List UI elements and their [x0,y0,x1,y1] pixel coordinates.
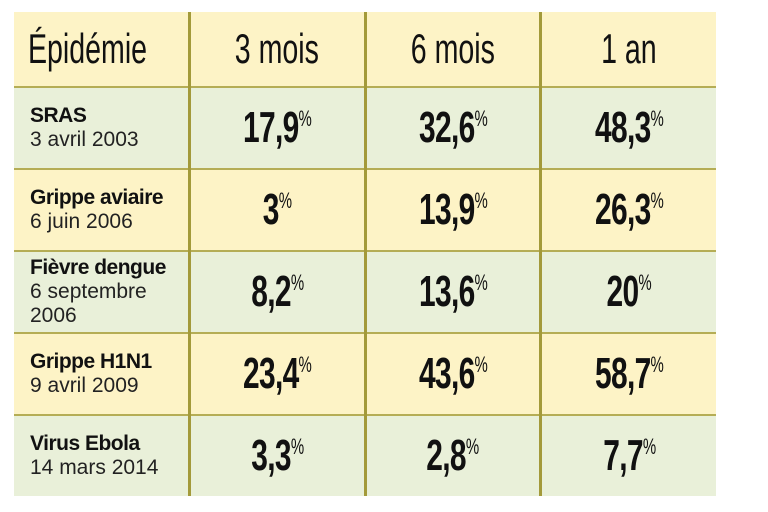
row: Grippe H1N1 9 avril 2009 23,4% 43,6% 58,7% [14,332,716,416]
label-cell: Grippe H1N1 9 avril 2009 [14,332,191,416]
value-cell: 8,2% [188,250,367,334]
value-number: 17,9 [243,103,299,152]
row: Grippe aviaire 6 juin 2006 3% 13,9% 26,3% [14,168,716,252]
value: 23,4% [243,349,312,399]
value-number: 32,6 [418,103,475,152]
header-cell: Épidémie [14,12,191,88]
value-unit: % [474,188,487,213]
value-number: 48,3 [594,103,651,152]
value-cell: 3,3% [188,414,367,496]
value-cell: 32,6% [363,86,542,170]
value: 17,9% [243,103,312,153]
value-number: 13,6 [418,267,475,316]
value: 2,8% [426,431,480,481]
value-number: 3,3 [251,431,291,480]
header-text: 3 mois [235,25,320,72]
value-unit: % [638,270,652,295]
value-unit: % [466,434,479,459]
value-number: 26,3 [594,185,651,234]
epidemic-date: 14 mars 2014 [30,456,159,479]
value-unit: % [474,106,487,131]
value-cell: 17,9% [188,86,367,170]
value-number: 43,6 [418,349,475,398]
value: 3% [263,185,292,235]
value-number: 7,7 [602,431,643,480]
header-cell: 3 mois [188,12,367,88]
epidemic-name: Fièvre dengue [30,256,166,279]
header-text: Épidémie [28,25,148,72]
value: 48,3% [594,103,664,153]
value: 3,3% [251,431,304,481]
header-text: 6 mois [410,25,495,72]
table-wrap: Épidémie 3 mois 6 mois 1 an SRAS 3 avril 2003… [14,12,716,496]
value: 26,3% [594,185,664,235]
value-unit: % [298,106,312,131]
value-unit: % [298,352,312,377]
value-number: 2,8 [426,431,467,480]
epidemic-date: 9 avril 2009 [30,374,139,397]
epidemic-name: Grippe H1N1 [30,350,152,373]
value-unit: % [642,434,656,459]
label-cell: SRAS 3 avril 2003 [14,86,191,170]
value-unit: % [650,188,664,213]
value: 7,7% [602,431,656,481]
value-unit: % [650,352,664,377]
epidemic-name: Virus Ebola [30,432,140,455]
value-cell: 2,8% [363,414,542,496]
value-number: 3 [262,185,280,234]
epidemic-date: 3 avril 2003 [30,128,139,151]
label-cell: Fièvre dengue 6 septembre 2006 [14,250,191,334]
row: Virus Ebola 14 mars 2014 3,3% 2,8% 7,7% [14,414,716,496]
header-cell: 6 mois [363,12,542,88]
epidemic-name: Grippe aviaire [30,186,164,209]
value-number: 13,9 [418,185,475,234]
value-cell: 13,9% [363,168,542,252]
label-cell: Virus Ebola 14 mars 2014 [14,414,191,496]
value: 58,7% [594,349,664,399]
value-cell: 58,7% [539,332,716,416]
value: 20% [607,267,652,317]
value-cell: 3% [188,168,367,252]
value: 43,6% [418,349,488,399]
row: Fièvre dengue 6 septembre 2006 8,2% 13,6% 20… [14,250,716,334]
value: 32,6% [418,103,488,153]
value-number: 58,7 [594,349,651,398]
value: 13,9% [418,185,488,235]
value-cell: 26,3% [539,168,716,252]
value: 8,2% [251,267,304,317]
header-row: Épidémie 3 mois 6 mois 1 an [14,12,716,88]
value-cell: 48,3% [539,86,716,170]
row: SRAS 3 avril 2003 17,9% 32,6% 48,3% [14,86,716,170]
header-cell: 1 an [539,12,716,88]
epidemic-name: SRAS [30,104,87,127]
epidemic-date: 6 septembre 2006 [30,280,147,327]
value-unit: % [650,106,664,131]
value: 13,6% [418,267,488,317]
value-unit: % [290,434,304,459]
epidemic-date: 6 juin 2006 [30,210,133,233]
value-number: 8,2 [251,267,291,316]
value-unit: % [278,188,292,213]
value-number: 20 [606,267,640,316]
label-cell: Grippe aviaire 6 juin 2006 [14,168,191,252]
value-cell: 23,4% [188,332,367,416]
table: Épidémie 3 mois 6 mois 1 an SRAS 3 avril 2003… [14,12,716,496]
value-unit: % [474,352,487,377]
value-cell: 20% [539,250,716,334]
header-text: 1 an [601,25,657,72]
value-cell: 43,6% [363,332,542,416]
value-unit: % [290,270,304,295]
value-cell: 13,6% [363,250,542,334]
value-number: 23,4 [243,349,299,398]
value-cell: 7,7% [539,414,716,496]
value-unit: % [474,270,487,295]
